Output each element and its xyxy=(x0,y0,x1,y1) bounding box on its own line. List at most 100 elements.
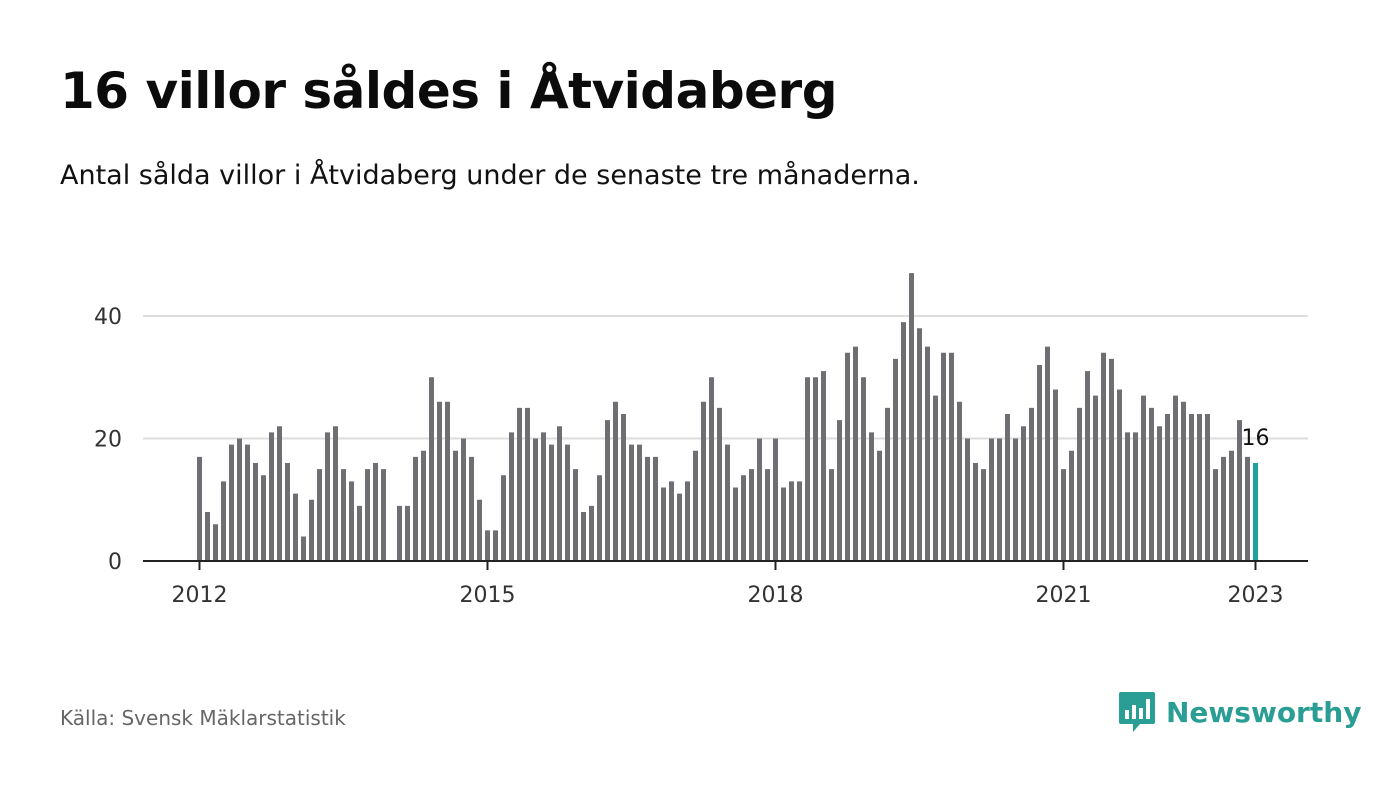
bar xyxy=(1061,469,1066,561)
bar xyxy=(837,420,842,561)
bar xyxy=(1133,432,1138,561)
x-axis xyxy=(143,560,1308,570)
bar xyxy=(1189,414,1194,561)
bar xyxy=(581,512,586,561)
bar xyxy=(629,444,634,561)
bar xyxy=(253,463,258,561)
bar xyxy=(1165,414,1170,561)
bar xyxy=(909,273,914,561)
bar xyxy=(989,438,994,561)
bar xyxy=(973,463,978,561)
bar xyxy=(557,426,562,561)
bar xyxy=(845,352,850,561)
bar xyxy=(1245,456,1250,561)
bar xyxy=(533,438,538,561)
bar xyxy=(941,352,946,561)
bar xyxy=(749,469,754,561)
axis-labels: 0 20 40 2012 2015 2018 2021 2023 16 xyxy=(94,305,1284,608)
brand-name: Newsworthy xyxy=(1166,695,1362,729)
bar xyxy=(341,469,346,561)
bar xyxy=(205,512,210,561)
bar xyxy=(365,469,370,561)
bar xyxy=(1085,371,1090,561)
bar xyxy=(285,463,290,561)
bar xyxy=(437,401,442,561)
bar xyxy=(613,401,618,561)
bar xyxy=(357,505,362,561)
bar xyxy=(317,469,322,561)
bar xyxy=(669,481,674,561)
bar xyxy=(917,328,922,561)
bar xyxy=(797,481,802,561)
bar xyxy=(605,420,610,561)
bar xyxy=(405,505,410,561)
bar xyxy=(1197,414,1202,561)
bar xyxy=(245,444,250,561)
bar xyxy=(925,346,930,561)
bar xyxy=(821,371,826,561)
bar xyxy=(277,426,282,561)
bar xyxy=(221,481,226,561)
bar xyxy=(1149,407,1154,561)
grid-lines xyxy=(143,315,1308,440)
bar xyxy=(893,358,898,561)
bar xyxy=(453,450,458,561)
chart-subtitle: Antal sålda villor i Åtvidaberg under de… xyxy=(60,160,920,191)
bar xyxy=(1157,426,1162,561)
x-tick-label: 2023 xyxy=(1228,583,1284,608)
bar xyxy=(741,475,746,561)
bar xyxy=(429,377,434,561)
bar xyxy=(301,536,306,561)
bar xyxy=(997,438,1002,561)
bar xyxy=(1109,358,1114,561)
bar xyxy=(373,463,378,561)
bar xyxy=(397,505,402,561)
x-tick-label: 2021 xyxy=(1036,583,1092,608)
bar xyxy=(229,444,234,561)
bar xyxy=(869,432,874,561)
bar xyxy=(1053,389,1058,561)
bar xyxy=(325,432,330,561)
bar xyxy=(293,493,298,561)
bar xyxy=(461,438,466,561)
bar xyxy=(653,456,658,561)
bar xyxy=(197,456,202,561)
bar xyxy=(1077,407,1082,561)
bar xyxy=(1173,395,1178,561)
bar xyxy=(933,395,938,561)
bar xyxy=(709,377,714,561)
bar xyxy=(213,524,218,561)
bar xyxy=(725,444,730,561)
bar xyxy=(1101,352,1106,561)
bar xyxy=(381,469,386,561)
bar xyxy=(789,481,794,561)
bar xyxy=(269,432,274,561)
bar xyxy=(685,481,690,561)
bar xyxy=(485,530,490,561)
bar xyxy=(1205,414,1210,561)
bar xyxy=(877,450,882,561)
bar xyxy=(517,407,522,561)
bar xyxy=(1117,389,1122,561)
source-note: Källa: Svensk Mäklarstatistik xyxy=(60,706,346,730)
bar xyxy=(1181,401,1186,561)
bar xyxy=(981,469,986,561)
bar xyxy=(237,438,242,561)
bar xyxy=(661,487,666,561)
bar xyxy=(525,407,530,561)
bar xyxy=(549,444,554,561)
bar xyxy=(957,401,962,561)
bar xyxy=(597,475,602,561)
bar xyxy=(949,352,954,561)
bar xyxy=(813,377,818,561)
chart-title: 16 villor såldes i Åtvidaberg xyxy=(60,62,837,120)
bar xyxy=(1069,450,1074,561)
bar xyxy=(1213,469,1218,561)
bar xyxy=(1221,456,1226,561)
bar xyxy=(565,444,570,561)
y-tick-label: 40 xyxy=(94,305,122,330)
highlight-bar xyxy=(1253,463,1258,561)
bar xyxy=(1045,346,1050,561)
bar xyxy=(773,438,778,561)
bar xyxy=(621,414,626,561)
